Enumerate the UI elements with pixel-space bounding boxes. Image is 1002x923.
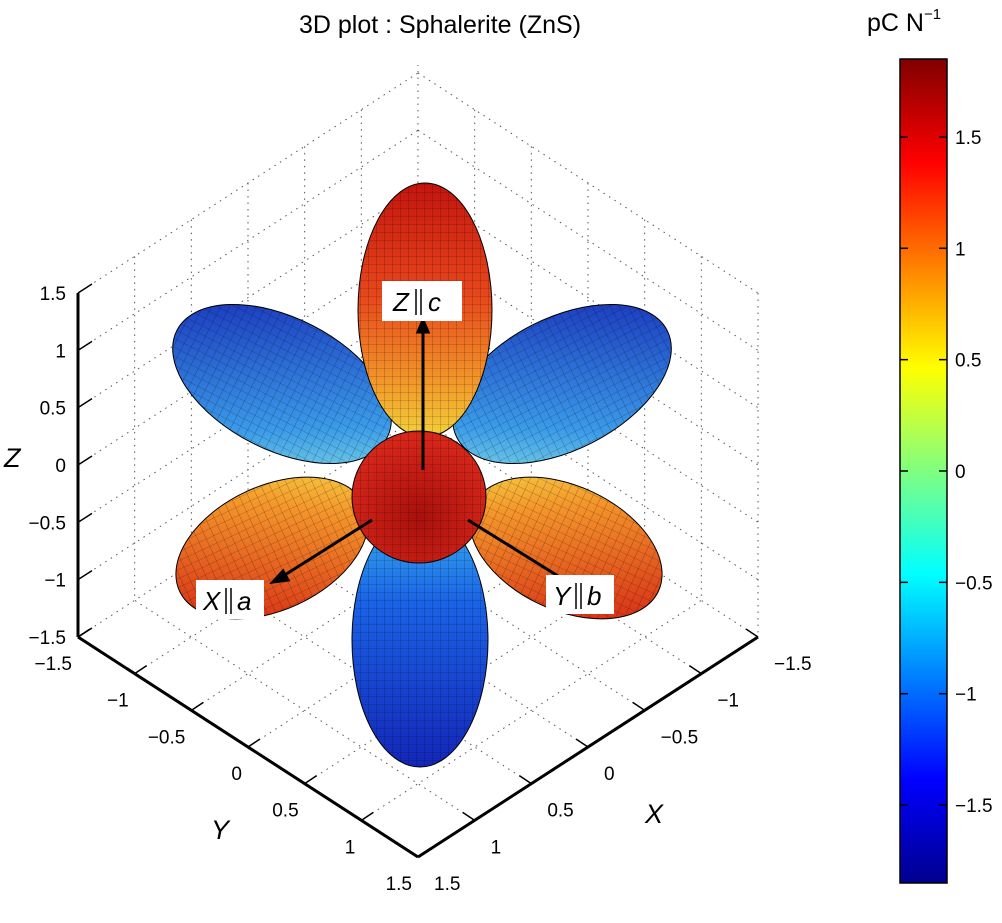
lobe-center xyxy=(351,430,487,564)
z-tick-mark xyxy=(77,512,93,523)
x-tick-label: 0.5 xyxy=(547,801,573,822)
colorbar-tick-label: −1.5 xyxy=(955,796,993,817)
grid-line xyxy=(417,187,759,409)
annotation-x-a: X a xyxy=(196,580,264,619)
grid-line xyxy=(417,359,759,581)
chart-title: 3D plot : Sphalerite (ZnS) xyxy=(299,11,581,39)
y-tick-mark xyxy=(360,811,374,821)
crystal-axes xyxy=(269,316,559,585)
grid-line xyxy=(77,187,419,409)
z-tick-mark xyxy=(77,398,93,409)
x-tick-mark xyxy=(688,665,702,675)
y-tick-label: −1.5 xyxy=(34,654,72,675)
x-tick-mark xyxy=(518,775,532,785)
y-tick-mark xyxy=(190,701,204,711)
y-tick-label: 1.5 xyxy=(386,874,412,895)
y-tick-mark xyxy=(134,665,148,675)
y-tick-label: −1 xyxy=(107,691,129,712)
grid-line xyxy=(417,129,759,351)
x-tick-label: −0.5 xyxy=(661,727,699,748)
y-axis-label: Y xyxy=(211,815,231,845)
arrow-a xyxy=(279,518,373,580)
lobe-bottom xyxy=(351,512,489,768)
annotation-x-axis: X xyxy=(202,586,222,616)
grid-line xyxy=(134,599,475,821)
z-tick-mark xyxy=(77,340,93,351)
z-tick-mark xyxy=(77,455,93,466)
arrow-b xyxy=(467,518,559,578)
colorbar-tick-label: −1 xyxy=(955,685,977,706)
annotation-y-axis: Y xyxy=(553,581,572,611)
colorbar-tick-label: 1 xyxy=(955,239,966,260)
x-ticks: 1.5 1 0.5 0 −0.5 −1 −1.5 xyxy=(405,628,812,895)
colorbar-tick-label: 0.5 xyxy=(955,351,981,372)
colorbar-unit-exponent: −1 xyxy=(924,6,941,23)
lobe-upper-left xyxy=(172,303,392,465)
x-tick-mark xyxy=(405,848,419,858)
z-tick-label: −0.5 xyxy=(28,513,66,534)
y-tick-mark xyxy=(304,775,318,785)
annotation-b-axis: b xyxy=(587,581,601,611)
x-tick-label: 1 xyxy=(491,837,502,858)
surface-plot xyxy=(172,182,672,768)
x-tick-label: 1.5 xyxy=(434,874,460,895)
z-ticks: 1.5 1 0.5 0 −0.5 −1 −1.5 xyxy=(28,283,93,649)
annotation-c-axis: c xyxy=(428,287,441,317)
grid-line xyxy=(77,359,419,581)
annotation-y-b: Y b xyxy=(546,575,614,614)
colorbar: pC N−1 1.510.50−0.5−1−1.5 xyxy=(867,6,993,884)
z-tick-label: 0 xyxy=(55,456,66,477)
z-tick-mark xyxy=(77,283,93,294)
colorbar-label: pC N−1 xyxy=(867,6,941,37)
y-ticks: −1.5 −1 −0.5 0 0.5 1 1.5 xyxy=(34,628,431,895)
y-tick-mark xyxy=(417,848,431,858)
x-tick-label: −1 xyxy=(717,691,739,712)
colorbar-unit: pC N xyxy=(867,9,924,37)
y-tick-mark xyxy=(247,738,261,748)
z-axis-label: Z xyxy=(3,443,22,473)
x-tick-mark xyxy=(462,811,476,821)
z-tick-label: −1 xyxy=(44,571,66,592)
lobe-upper-right xyxy=(452,303,672,465)
colorbar-tick-label: 0 xyxy=(955,462,966,483)
x-tick-mark xyxy=(575,738,589,748)
annotation-z-axis: Z xyxy=(392,287,410,317)
z-tick-label: −1.5 xyxy=(28,628,66,649)
z-tick-label: 1.5 xyxy=(40,284,66,305)
z-tick-label: 0.5 xyxy=(40,399,66,420)
x-axis-label: X xyxy=(644,799,664,829)
x-tick-mark xyxy=(632,701,646,711)
lobe-lower-right xyxy=(469,476,663,620)
colorbar-tick-label: −0.5 xyxy=(955,573,993,594)
colorbar-tick-label: 1.5 xyxy=(955,128,981,149)
x-tick-label: 0 xyxy=(604,764,615,785)
y-tick-label: 1 xyxy=(345,837,356,858)
grid-line xyxy=(77,129,419,351)
y-tick-label: −0.5 xyxy=(148,727,186,748)
colorbar-ticks: 1.5 1 0.5 0 −0.5 −1 −1.5 xyxy=(900,128,993,817)
x-tick-label: −1.5 xyxy=(774,654,812,675)
annotation-z-c: Z c xyxy=(382,281,462,321)
y-tick-mark xyxy=(77,628,91,638)
arrow-a-head xyxy=(269,568,291,585)
y-tick-label: 0.5 xyxy=(272,801,298,822)
annotation-a-axis: a xyxy=(237,586,251,616)
x-tick-mark xyxy=(745,628,759,638)
z-tick-mark xyxy=(77,570,93,581)
z-tick-label: 1 xyxy=(55,341,66,362)
y-tick-label: 0 xyxy=(231,764,242,785)
arrow-c-head xyxy=(415,316,431,334)
grid-line xyxy=(361,599,702,821)
